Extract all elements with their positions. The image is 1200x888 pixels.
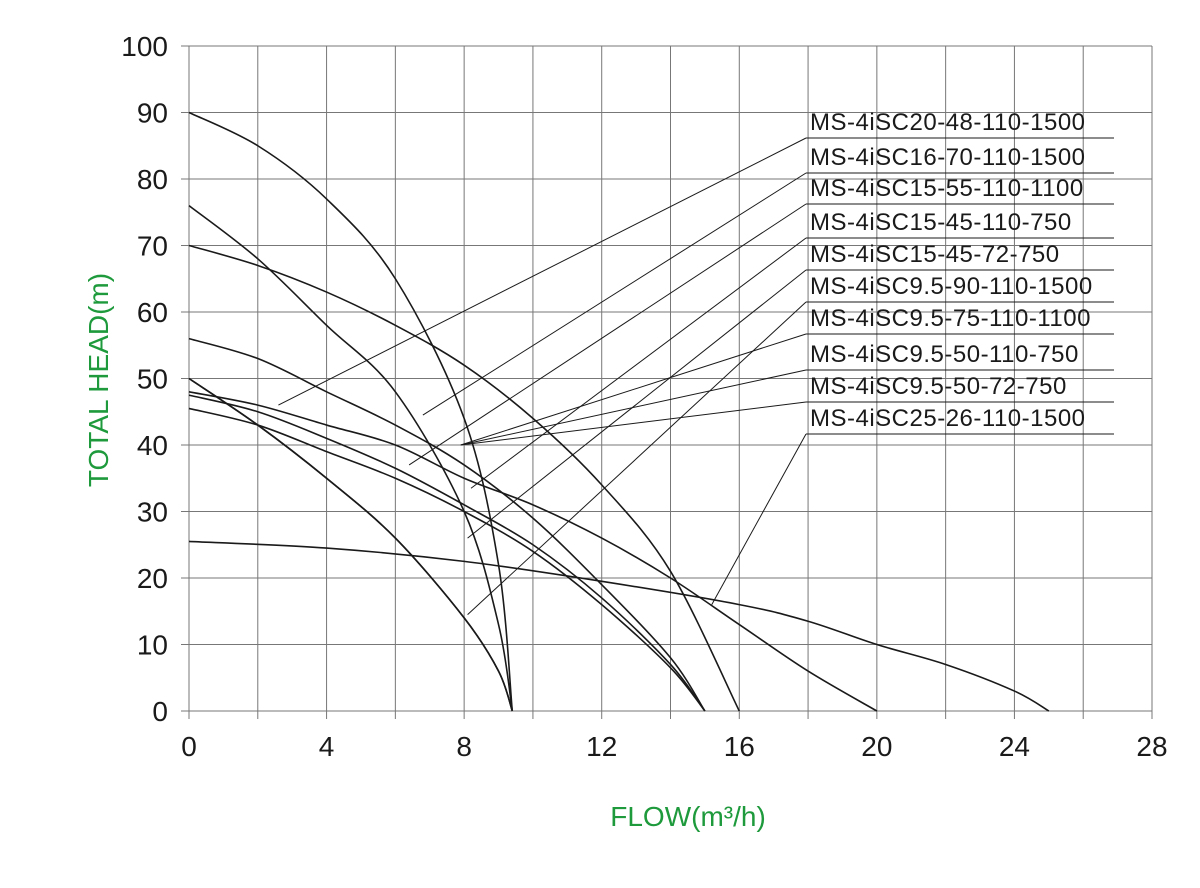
series-line	[188, 391, 878, 712]
legend: MS-4iSC20-48-110-1500 MS-4iSC16-70-110-15…	[806, 109, 1114, 435]
legend-leader-line	[711, 433, 807, 605]
legend-leader-line	[460, 401, 807, 446]
x-tick-label: 24	[999, 731, 1030, 762]
x-tick-label: 12	[586, 731, 617, 762]
series-line	[188, 337, 706, 712]
y-tick-labels: 0 10 20 30 40 50 60 70 80 90 100	[121, 31, 168, 727]
series-line	[188, 244, 741, 712]
y-tick-label: 10	[137, 630, 168, 661]
performance-curves	[188, 111, 1050, 712]
series-line	[188, 111, 514, 712]
x-tick-label: 4	[319, 731, 335, 762]
x-tick-label: 16	[724, 731, 755, 762]
legend-label: MS-4iSC9.5-50-72-750	[810, 373, 1067, 400]
legend-leader-line	[408, 203, 807, 466]
y-tick-label: 40	[137, 430, 168, 461]
legend-leader-line	[467, 269, 807, 539]
y-tick-label: 70	[137, 231, 168, 262]
x-tick-label: 28	[1136, 731, 1167, 762]
legend-label: MS-4iSC9.5-75-110-1100	[810, 305, 1091, 332]
y-tick-label: 80	[137, 164, 168, 195]
y-axis-title: TOTAL HEAD(m)	[83, 273, 114, 487]
y-tick-label: 60	[137, 297, 168, 328]
series-line	[188, 540, 1050, 712]
legend-leader-line	[467, 301, 807, 615]
y-tick-label: 50	[137, 364, 168, 395]
legend-label: MS-4iSC9.5-90-110-1500	[810, 273, 1093, 300]
series-line	[188, 204, 514, 712]
legend-label: MS-4iSC15-45-72-750	[810, 241, 1060, 268]
y-tick-label: 90	[137, 98, 168, 129]
x-tick-label: 0	[181, 731, 197, 762]
series-line	[188, 394, 706, 712]
x-tick-label: 8	[456, 731, 472, 762]
legend-label: MS-4iSC25-26-110-1500	[810, 405, 1086, 432]
series-line	[188, 377, 514, 712]
y-tick-label: 30	[137, 497, 168, 528]
x-axis-title: FLOW(m³/h)	[610, 801, 766, 832]
legend-label: MS-4iSC15-55-110-1100	[810, 175, 1084, 202]
y-tick-label: 100	[121, 31, 168, 62]
legend-leader-line	[422, 172, 807, 416]
x-tick-labels: 0 4 8 12 16 20 24 28	[181, 731, 1167, 762]
legend-label: MS-4iSC16-70-110-1500	[810, 144, 1086, 171]
y-tick-label: 20	[137, 563, 168, 594]
legend-leader-line	[470, 237, 807, 489]
legend-leader-line	[460, 369, 807, 446]
grid	[181, 45, 1153, 719]
legend-label: MS-4iSC20-48-110-1500	[810, 109, 1086, 136]
legend-label: MS-4iSC9.5-50-110-750	[810, 341, 1079, 368]
legend-leader-lines	[278, 137, 807, 615]
legend-leader-line	[278, 137, 807, 406]
legend-leader-line	[460, 333, 807, 446]
legend-label: MS-4iSC15-45-110-750	[810, 209, 1072, 236]
y-tick-label: 0	[152, 696, 168, 727]
x-tick-label: 20	[861, 731, 892, 762]
